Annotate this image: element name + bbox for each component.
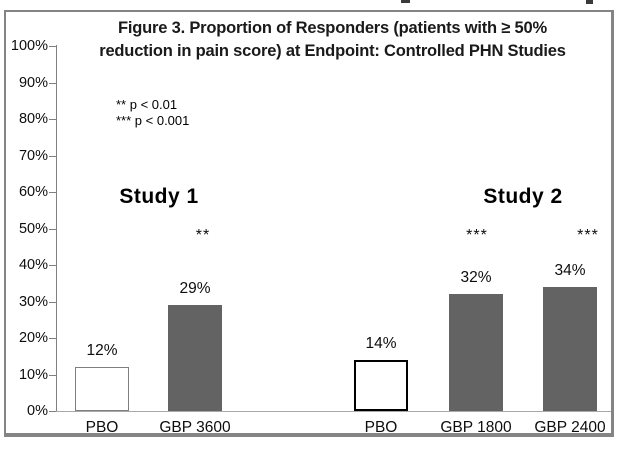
x-axis-baseline	[49, 411, 611, 412]
bar-value-label: 34%	[554, 262, 586, 279]
clipped-page-text-fragment	[401, 0, 410, 3]
y-tick-mark	[49, 119, 56, 120]
x-category-label: GBP 1800	[440, 419, 512, 436]
bar-value-label: 29%	[179, 280, 211, 297]
y-tick-label: 40%	[18, 257, 48, 273]
y-tick-mark	[49, 411, 56, 412]
y-tick-label: 20%	[18, 330, 48, 346]
bar-gbp-3600	[168, 305, 222, 411]
y-axis-line	[56, 45, 57, 411]
y-tick-mark	[49, 46, 56, 47]
y-tick-mark	[49, 83, 56, 84]
x-category-label: PBO	[85, 419, 119, 436]
y-tick-mark	[49, 229, 56, 230]
clipped-page-text-fragment	[586, 0, 593, 4]
significance-note: ** p < 0.01 *** p < 0.001	[116, 97, 189, 129]
chart-title: Figure 3. Proportion of Responders (pati…	[75, 17, 590, 63]
y-tick-mark	[49, 192, 56, 193]
y-tick-label: 100%	[10, 38, 48, 54]
chart-title-line1: Figure 3. Proportion of Responders (pati…	[118, 19, 547, 37]
y-tick-label: 70%	[18, 148, 48, 164]
significance-marker: ***	[466, 227, 488, 244]
x-category-label: PBO	[364, 419, 398, 436]
bar-value-label: 12%	[86, 342, 118, 359]
y-tick-label: 50%	[18, 221, 48, 237]
significance-marker: **	[195, 227, 211, 244]
bar-value-label: 32%	[460, 269, 492, 286]
significance-note-line1: ** p < 0.01	[116, 97, 178, 112]
study-label: Study 2	[483, 185, 563, 208]
chart-title-line2: reduction in pain score) at Endpoint: Co…	[99, 42, 566, 61]
chart-frame	[4, 10, 614, 437]
x-category-label: GBP 3600	[159, 419, 231, 436]
significance-note-line2: *** p < 0.001	[116, 112, 190, 128]
significance-marker: ***	[577, 227, 599, 244]
y-tick-label: 10%	[18, 367, 48, 383]
bar-value-label: 14%	[365, 335, 397, 352]
y-tick-mark	[49, 338, 56, 339]
y-tick-mark	[49, 375, 56, 376]
y-tick-mark	[49, 156, 56, 157]
bar-gbp-1800	[449, 294, 503, 411]
y-tick-label: 90%	[18, 75, 48, 91]
bar-pbo	[354, 360, 408, 411]
y-tick-label: 80%	[18, 111, 48, 127]
y-tick-mark	[49, 302, 56, 303]
study-label: Study 1	[119, 185, 199, 208]
y-tick-label: 0%	[27, 403, 48, 419]
bar-pbo	[75, 367, 129, 411]
y-tick-label: 60%	[18, 184, 48, 200]
y-tick-label: 30%	[18, 294, 48, 310]
y-tick-mark	[49, 265, 56, 266]
x-category-label: GBP 2400	[534, 419, 606, 436]
bar-gbp-2400	[543, 287, 597, 411]
